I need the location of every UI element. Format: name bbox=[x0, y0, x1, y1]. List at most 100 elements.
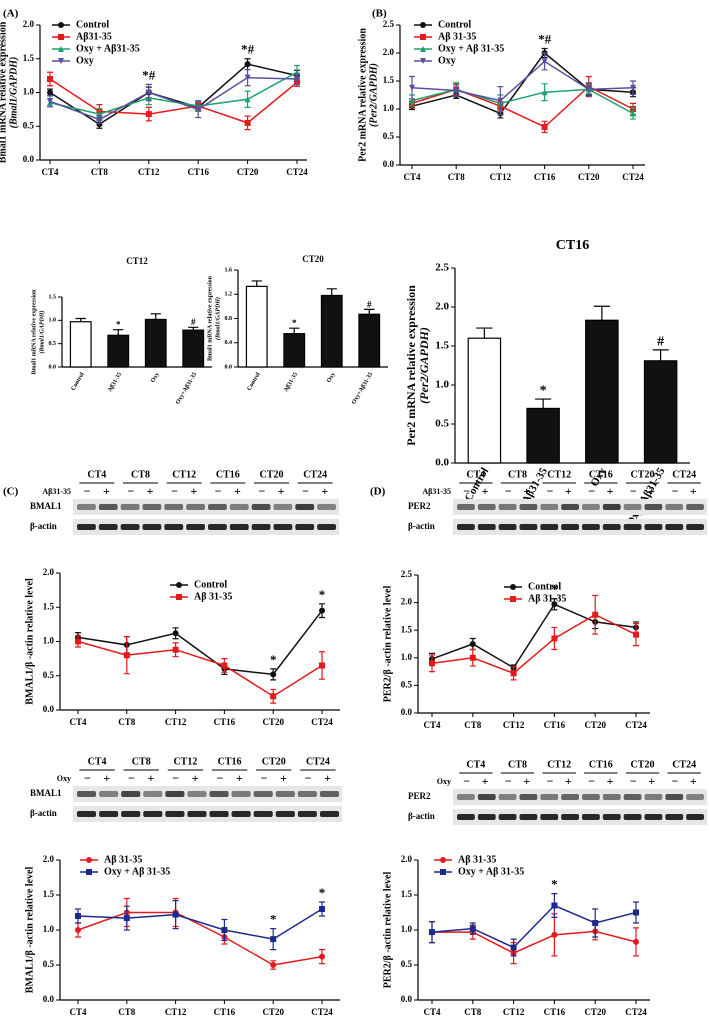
lane-label: CT16 bbox=[589, 759, 613, 770]
bar-note: * bbox=[116, 320, 121, 330]
y-tick-label: 0.5 bbox=[43, 959, 55, 969]
marker bbox=[47, 76, 53, 82]
legend-label: Oxy + Aβ 31-35 bbox=[438, 43, 504, 54]
marker bbox=[270, 936, 277, 943]
marker bbox=[592, 920, 599, 926]
blot-band bbox=[686, 524, 704, 530]
chart-title: CT20 bbox=[302, 254, 324, 264]
treatment-sign: − bbox=[505, 774, 512, 788]
marker bbox=[551, 931, 558, 938]
blot-band bbox=[665, 794, 684, 800]
x-tick-label: CT20 bbox=[584, 720, 606, 730]
x-tick-label: CT16 bbox=[534, 172, 556, 182]
treatment-sign: − bbox=[630, 774, 637, 788]
series-line bbox=[49, 71, 298, 115]
treatment-sign: − bbox=[261, 771, 268, 785]
bar bbox=[107, 334, 130, 368]
blot-band bbox=[561, 794, 579, 800]
blot-band bbox=[582, 794, 600, 800]
lane-label: CT8 bbox=[131, 469, 150, 480]
treatment-sign: − bbox=[302, 484, 309, 498]
annotation: *# bbox=[538, 32, 552, 47]
blot-band bbox=[98, 524, 118, 530]
blot-band bbox=[644, 504, 663, 510]
row-label: PER2 bbox=[408, 791, 431, 801]
blot-band bbox=[208, 504, 227, 510]
marker bbox=[541, 58, 548, 65]
blot-band bbox=[317, 524, 336, 530]
y-tick-label: 0.0 bbox=[383, 159, 395, 169]
series-line bbox=[77, 908, 323, 940]
marker bbox=[469, 654, 476, 661]
bar-note: * bbox=[540, 384, 547, 399]
marker bbox=[409, 84, 415, 91]
marker bbox=[86, 869, 92, 875]
treatment-sign: + bbox=[147, 484, 154, 498]
y-tick-label: 0.0 bbox=[401, 707, 413, 717]
bar bbox=[144, 318, 167, 368]
panel-label: (C) bbox=[3, 486, 19, 498]
lane-label: CT8 bbox=[132, 756, 151, 767]
y-axis-label: Bmal1 mRNA relative expression bbox=[0, 21, 8, 163]
marker bbox=[633, 909, 639, 916]
blot-band bbox=[99, 811, 119, 817]
y-tick-label: 0.0 bbox=[49, 364, 57, 370]
y-axis-label: PER2/β -actin relative level bbox=[382, 872, 393, 989]
x-tick-label: CT8 bbox=[118, 717, 136, 727]
blot-strip bbox=[453, 499, 707, 515]
marker bbox=[510, 596, 516, 602]
series-line bbox=[77, 911, 323, 966]
blot-band bbox=[99, 791, 119, 797]
blot-strip bbox=[453, 789, 707, 805]
blot-band bbox=[540, 504, 559, 510]
series-line bbox=[77, 640, 323, 698]
bar bbox=[69, 321, 92, 368]
blot-band bbox=[143, 811, 163, 817]
y-tick-label: 2.0 bbox=[23, 19, 35, 29]
legend-label: Oxy bbox=[76, 55, 94, 66]
row-label: β-actin bbox=[30, 521, 57, 531]
treatment-sign: − bbox=[463, 774, 470, 788]
marker bbox=[510, 584, 516, 590]
x-tick-label: CT24 bbox=[625, 1007, 647, 1016]
blot-band bbox=[498, 814, 517, 820]
y-tick-label: 0.5 bbox=[401, 959, 413, 969]
marker bbox=[172, 646, 179, 653]
blot-band bbox=[561, 524, 579, 530]
x-tick-label: Aβ31-35 bbox=[283, 372, 299, 394]
y-tick-label: 1.0 bbox=[401, 652, 413, 662]
x-tick-label: CT8 bbox=[118, 1007, 136, 1016]
lane-label: CT24 bbox=[672, 469, 696, 480]
x-tick-label: Oxy bbox=[326, 372, 337, 384]
marker bbox=[510, 670, 517, 677]
y-tick-label: 0.0 bbox=[401, 994, 413, 1004]
blot-band bbox=[498, 794, 517, 800]
lane-label: CT16 bbox=[589, 469, 613, 480]
y-tick-label: 2.5 bbox=[435, 262, 449, 274]
blot-band bbox=[540, 524, 559, 530]
error-bar bbox=[364, 308, 375, 315]
marker bbox=[58, 22, 64, 28]
bar bbox=[526, 407, 560, 464]
series-line bbox=[411, 88, 634, 115]
x-tick-label: CT16 bbox=[214, 1007, 236, 1016]
blot-band bbox=[644, 794, 663, 800]
y-tick-label: 1.0 bbox=[43, 924, 55, 934]
legend-label: Aβ 31-35 bbox=[104, 854, 142, 865]
blot-band bbox=[623, 524, 642, 530]
treatment-sign: − bbox=[215, 484, 222, 498]
lane-label: CT4 bbox=[87, 469, 106, 480]
marker bbox=[123, 915, 130, 922]
marker bbox=[469, 925, 476, 932]
blot-band bbox=[477, 814, 496, 820]
legend-label: Oxy bbox=[438, 55, 456, 66]
y-tick-label: 0.0 bbox=[435, 457, 449, 469]
x-tick-label: CT12 bbox=[503, 720, 525, 730]
blot-band bbox=[186, 524, 205, 530]
x-tick-label: CT16 bbox=[544, 720, 566, 730]
row-label: PER2 bbox=[408, 501, 431, 511]
lane-label: CT16 bbox=[216, 469, 240, 480]
y-tick-label: 1.5 bbox=[401, 624, 413, 634]
blot-band bbox=[209, 791, 229, 797]
marker bbox=[47, 89, 53, 96]
